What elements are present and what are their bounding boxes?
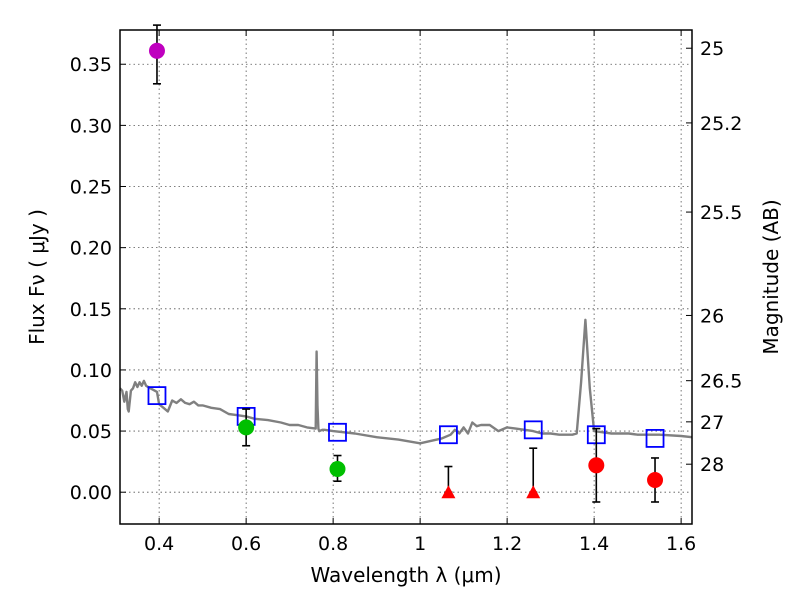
x-tick-label: 1.6: [666, 533, 696, 555]
y-tick-label: 0.30: [70, 115, 112, 137]
y-tick-label: 0.35: [70, 54, 112, 76]
photometry-point: [588, 457, 605, 474]
model-photometry-square: [147, 386, 167, 406]
model-photometry-square: [523, 420, 543, 440]
mag-tick-label: 27: [700, 412, 724, 434]
y-tick-label: 0.20: [70, 238, 112, 260]
axis-ticks: 0.4 0.6 0.8 1 1.2 1.4 1.6 0.00 0.05 0.10 0.15 0.20 0…: [70, 30, 742, 555]
model-photometry-square: [328, 422, 347, 442]
mag-tick-label: 26.5: [700, 371, 742, 393]
data-points: [147, 24, 665, 503]
grid: [120, 30, 692, 524]
y-tick-label: 0.25: [70, 177, 112, 199]
mag-tick-label: 25: [700, 38, 724, 60]
y-tick-label: 0.10: [70, 360, 112, 382]
photometry-point: [647, 471, 664, 488]
right-axis-title: Magnitude (AB): [759, 199, 783, 354]
photometry-point: [148, 42, 165, 59]
mag-tick-label: 26: [700, 305, 724, 327]
x-tick-label: 1: [414, 533, 426, 555]
model-spectrum: [119, 318, 693, 445]
photometry-point: [238, 419, 255, 436]
plot-frame: [119, 29, 693, 525]
upper-limit-triangle: [526, 485, 541, 499]
model-spectrum-line: [119, 318, 693, 445]
mag-tick-label: 28: [700, 454, 724, 476]
x-tick-label: 1.2: [492, 533, 522, 555]
mag-tick-label: 25.5: [700, 202, 742, 224]
photometry-point: [329, 460, 346, 477]
x-tick-label: 0.4: [144, 533, 174, 555]
x-tick-label: 1.4: [579, 533, 609, 555]
mag-tick-label: 25.2: [700, 113, 742, 135]
x-axis-title: Wavelength λ (μm): [310, 563, 501, 587]
x-tick-label: 0.6: [231, 533, 261, 555]
upper-limit-triangle: [441, 485, 456, 499]
y-tick-label: 0.15: [70, 299, 112, 321]
x-tick-label: 0.8: [318, 533, 348, 555]
model-photometry-square: [439, 425, 458, 445]
y-axis-title: Flux Fν ( μJy ): [25, 209, 49, 345]
model-photometry-square: [645, 429, 665, 448]
y-tick-label: 0.00: [70, 482, 112, 504]
y-tick-label: 0.05: [70, 421, 112, 443]
